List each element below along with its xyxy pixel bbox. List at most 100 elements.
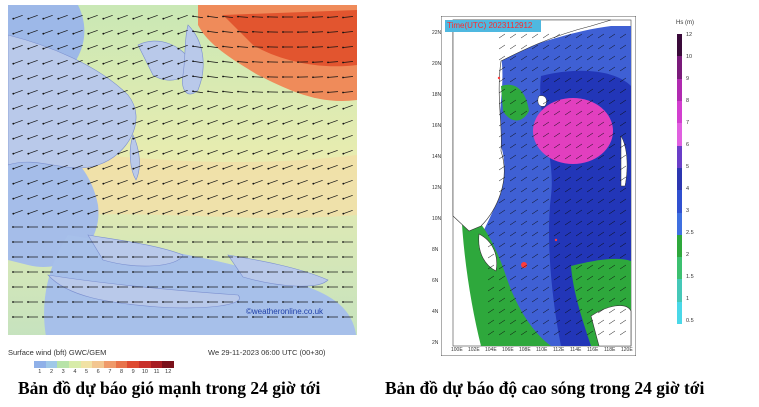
wind-arrow	[58, 179, 68, 185]
wind-arrow-head	[297, 197, 300, 200]
wind-arrow-head	[102, 32, 105, 35]
wind-arrow	[133, 164, 143, 170]
wind-arrow	[253, 104, 263, 110]
wave-arrow	[597, 99, 605, 105]
wind-arrow	[298, 104, 308, 110]
wind-arrow-head	[132, 301, 134, 303]
wind-arrow	[327, 91, 339, 93]
wave-arrow	[608, 110, 616, 116]
legend-label: 9	[686, 76, 690, 82]
wave-arrow	[553, 132, 561, 138]
wind-arrow	[73, 194, 83, 200]
wave-arrow	[498, 198, 506, 204]
wind-arrow-head	[192, 241, 194, 243]
wind-arrow-head	[72, 226, 74, 228]
wind-arrow-head	[72, 47, 75, 50]
wind-arrow-head	[72, 107, 75, 110]
wind-arrow-head	[312, 61, 314, 64]
wind-arrow	[343, 104, 353, 110]
wind-arrow-head	[192, 316, 194, 318]
wind-arrow-head	[57, 197, 60, 200]
wave-arrow	[564, 77, 572, 83]
wave-arrow	[553, 297, 561, 303]
wind-arrow-head	[117, 212, 120, 215]
wave-arrow	[608, 33, 616, 39]
wind-arrow-head	[57, 77, 60, 80]
wind-arrow	[163, 149, 173, 155]
wind-arrow-head	[207, 30, 209, 33]
wind-arrow	[103, 194, 113, 200]
wind-arrow	[207, 61, 219, 63]
wind-arrow	[207, 91, 219, 93]
wind-arrow	[28, 59, 38, 65]
wave-arrow	[509, 110, 517, 116]
wave-arrow	[542, 77, 550, 83]
wave-arrow	[608, 308, 616, 314]
wind-arrow-head	[87, 197, 90, 200]
wind-arrow	[208, 164, 218, 170]
wind-arrow-head	[27, 62, 30, 65]
wind-arrow-head	[327, 316, 329, 318]
wave-arrow	[619, 132, 627, 138]
wind-arrow-head	[102, 17, 105, 20]
wind-arrow-head	[222, 30, 224, 33]
wave-arrow	[586, 187, 594, 193]
wind-arrow	[73, 59, 83, 65]
wind-arrow-head	[12, 256, 14, 258]
wind-arrow-head	[147, 212, 150, 215]
wind-arrow-head	[57, 92, 60, 95]
wind-arrow	[118, 134, 128, 140]
wave-arrow	[553, 198, 561, 204]
wind-arrow-head	[207, 60, 209, 63]
wind-arrow	[133, 119, 143, 125]
wind-arrow-head	[327, 182, 330, 185]
wind-arrow	[178, 134, 188, 140]
wind-arrow-head	[27, 301, 29, 303]
wind-arrow	[73, 179, 83, 185]
wind-arrow	[178, 179, 188, 185]
wind-arrow-head	[342, 137, 345, 140]
wind-arrow-head	[237, 226, 239, 228]
wind-arrow-head	[42, 271, 44, 273]
wave-arrow	[531, 33, 539, 39]
wave-arrow	[586, 319, 594, 325]
wave-arrow	[542, 110, 550, 116]
wind-arrow	[13, 89, 23, 95]
wind-arrow-head	[282, 301, 284, 303]
wind-arrow	[73, 89, 83, 95]
wind-arrow	[238, 104, 248, 110]
wind-arrow-head	[12, 77, 15, 80]
wave-arrow	[498, 165, 506, 171]
wave-arrow	[608, 319, 616, 325]
wave-arrow	[509, 165, 517, 171]
wind-arrow	[43, 209, 53, 215]
wave-arrow	[498, 231, 506, 237]
wind-arrow	[283, 209, 293, 215]
wind-arrow	[13, 74, 23, 80]
wind-arrow	[342, 91, 354, 93]
wave-arrow	[553, 165, 561, 171]
wind-arrow-head	[192, 15, 194, 18]
wind-arrow	[298, 209, 308, 215]
wave-arrow	[619, 99, 627, 105]
wind-arrow-head	[282, 316, 284, 318]
wave-arrow	[586, 297, 594, 303]
wind-arrow-head	[27, 241, 29, 243]
wind-arrow-head	[327, 61, 329, 64]
wind-arrow-head	[12, 152, 15, 155]
wave-arrow	[509, 286, 517, 292]
wave-arrow	[520, 88, 528, 94]
wind-arrow-head	[312, 316, 314, 318]
wind-arrow	[298, 164, 308, 170]
wind-arrow-head	[27, 107, 30, 110]
wind-arrow	[252, 76, 264, 78]
wind-arrow	[283, 194, 293, 200]
wind-arrow	[312, 46, 324, 48]
wind-arrow-head	[312, 182, 315, 185]
wave-arrow	[542, 176, 550, 182]
wind-arrow-head	[297, 301, 299, 303]
wind-arrow	[223, 134, 233, 140]
wind-arrow	[73, 149, 83, 155]
wind-footer-right: We 29-11-2023 06:00 UTC (00+30)	[208, 348, 326, 357]
wind-arrow-head	[297, 167, 300, 170]
